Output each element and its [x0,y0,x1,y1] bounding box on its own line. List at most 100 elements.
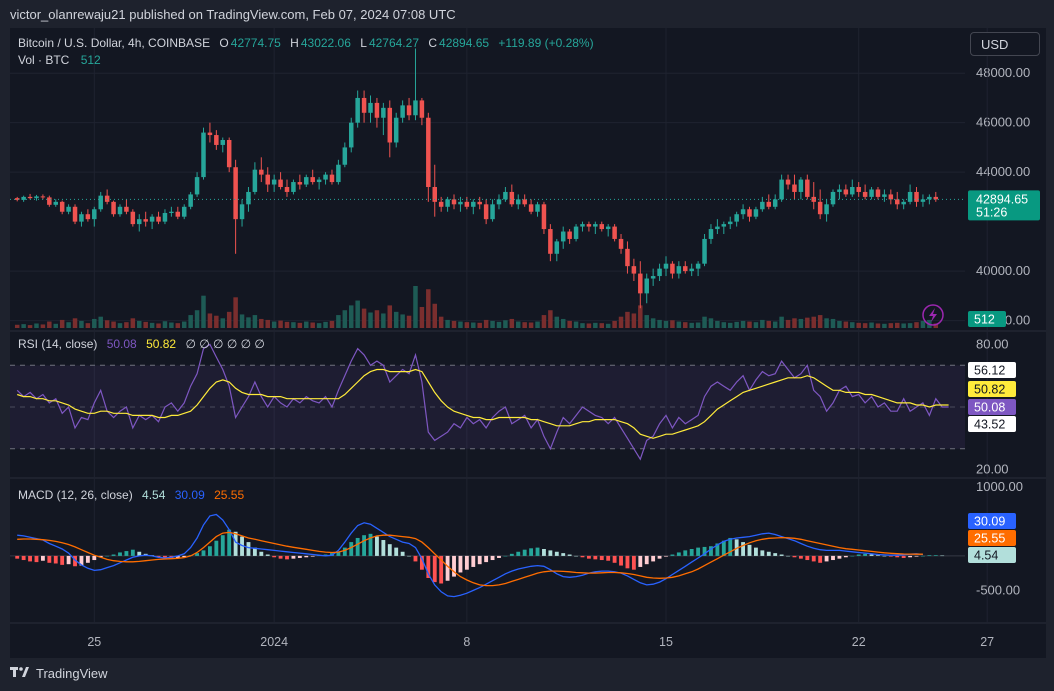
candle-body [85,214,91,220]
volume-bar [381,313,386,328]
macd-histogram-bar [368,533,373,556]
macd-histogram-bar [901,555,906,558]
candle-body [888,194,894,200]
macd-histogram-bar [664,555,668,557]
volume-bar [567,320,572,328]
lightning-bolt [929,308,937,322]
candle-body [509,191,515,205]
volume-bar [304,321,309,328]
volume-bar [194,310,200,328]
candle-body [522,199,527,205]
high-label: H [290,36,299,50]
macd-histogram-bar [927,555,932,556]
open-value: 42774.75 [230,36,281,50]
candle-body [426,117,431,187]
price-axis-tick: 44000.00 [976,164,1030,179]
macd-histogram-bar [522,549,527,556]
volume-bar [798,318,804,328]
chart-canvas[interactable]: 48000.0046000.0044000.0040000.0038000.00… [10,28,1046,658]
volume-bar [471,322,476,328]
macd-histogram-bar [773,553,778,556]
macd-histogram-bar [612,555,617,563]
volume-bar [650,318,656,328]
volume-label[interactable]: Vol · BTC [18,53,70,67]
candle-body [406,105,412,116]
volume-bar [779,316,784,328]
volume-bar [605,323,611,328]
low-value: 42764.27 [368,36,419,50]
candle-body [702,238,707,264]
macd-histogram-bar [252,547,257,556]
volume-bar [657,319,662,328]
macd-histogram-bar [599,555,604,561]
candle-body [862,191,868,197]
macd-title[interactable]: MACD (12, 26, close) [18,488,133,502]
candle-body [278,179,283,187]
candle-body [175,211,181,217]
macd-histogram-bar [516,551,521,556]
currency-button[interactable]: USD [970,32,1040,56]
volume-bar [560,318,566,328]
volume-bar [252,315,258,328]
volume-bar [522,322,527,328]
volume-bar [503,320,508,328]
candle-body [535,204,540,212]
candle-body [271,179,277,185]
macd-histogram-bar [118,552,122,556]
macd-histogram-bar [805,555,810,561]
candle-body [907,191,913,202]
macd-histogram-bar [586,555,591,559]
volume-bar [715,320,720,328]
volume-bar [548,310,553,328]
signal-line [17,531,923,587]
candle-body [811,196,816,202]
candle-body [27,196,33,199]
volume-bar [856,322,861,328]
last-price-label: 42894.65 [976,192,1028,206]
macd-histogram-bar [342,547,347,556]
macd-histogram-bar [811,555,816,562]
macd-histogram-bar [837,555,842,559]
volume-bar [368,312,373,328]
macd-histogram-bar [561,553,566,556]
macd-histogram-bar [792,555,797,558]
rsi-legend: RSI (14, close) 50.08 50.82 ∅ ∅ ∅ ∅ ∅ ∅ [18,337,267,351]
candle-body [779,179,784,200]
candle-body [393,117,399,143]
volume-bar [477,322,482,328]
macd-histogram-bar [921,555,925,557]
volume-bar [689,322,694,328]
candle-body [727,221,733,225]
volume-bar [297,322,303,328]
macd-histogram-bar [375,536,379,556]
symbol-title[interactable]: Bitcoin / U.S. Dollar, 4h, COINBASE [18,36,211,50]
time-axis-tick: 25 [87,635,101,649]
close-label: C [428,36,438,50]
macd-histogram-bar [156,555,161,558]
volume-bar [760,319,765,328]
volume-bar [817,315,823,328]
rsi-title[interactable]: RSI (14, close) [18,337,98,351]
chart-panel[interactable]: 48000.0046000.0044000.0040000.0038000.00… [10,28,1046,658]
macd-legend: MACD (12, 26, close) 4.54 30.09 25.55 [18,488,246,502]
candle-body [824,204,829,215]
candle-body [850,187,855,195]
macd-histogram-bar [73,555,77,567]
volume-bar [901,323,906,328]
candle-body [631,266,637,274]
volume-bar [432,303,437,328]
macd-histogram-bar [760,550,765,556]
volume-bar [618,316,624,328]
tradingview-logo-icon [10,666,30,681]
candle-body [201,132,206,178]
volume-bar [149,322,155,328]
macd-histogram-bar [394,547,399,556]
candle-body [438,201,444,207]
candle-body [933,196,939,200]
volume-bar [516,321,521,328]
macd-histogram-bar [863,553,868,556]
candle-body [316,179,322,183]
volume-bar [181,321,187,328]
volume-bar [406,315,412,328]
macd-histogram-bar [34,555,39,563]
